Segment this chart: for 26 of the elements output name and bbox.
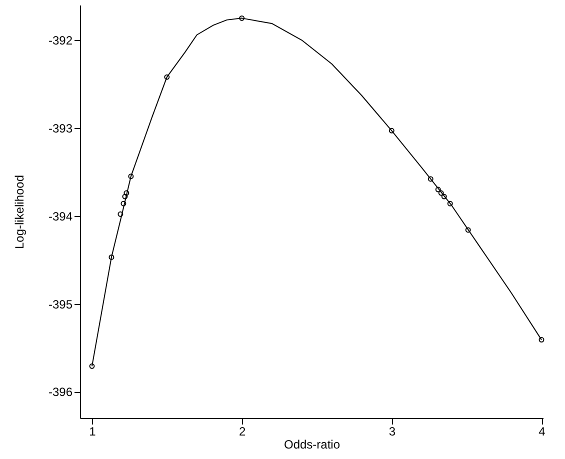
point bbox=[239, 15, 245, 21]
y-tick-label: -396 bbox=[48, 385, 73, 400]
point bbox=[438, 190, 444, 196]
x-axis-title: Odds-ratio bbox=[284, 438, 340, 452]
point bbox=[122, 194, 128, 200]
x-tick-label: 2 bbox=[238, 424, 246, 438]
point bbox=[441, 194, 447, 200]
point bbox=[465, 227, 471, 233]
y-tick-label: -395 bbox=[48, 297, 73, 312]
point bbox=[447, 200, 453, 206]
point bbox=[120, 200, 126, 206]
y-axis-title: Log-likelihood bbox=[12, 174, 26, 250]
x-tick-label: 4 bbox=[538, 424, 546, 438]
y-tick-label: -394 bbox=[48, 209, 73, 224]
point bbox=[428, 176, 434, 182]
point bbox=[128, 174, 134, 180]
point bbox=[108, 254, 114, 260]
point bbox=[435, 186, 441, 192]
y-tick-label: -393 bbox=[48, 122, 73, 136]
x-tick-label: 1 bbox=[89, 424, 96, 438]
point bbox=[164, 74, 170, 80]
y-tick-label: -392 bbox=[48, 34, 73, 48]
point bbox=[124, 190, 130, 196]
x-tick-label: 3 bbox=[388, 424, 396, 438]
point bbox=[118, 211, 124, 217]
point bbox=[388, 128, 394, 134]
